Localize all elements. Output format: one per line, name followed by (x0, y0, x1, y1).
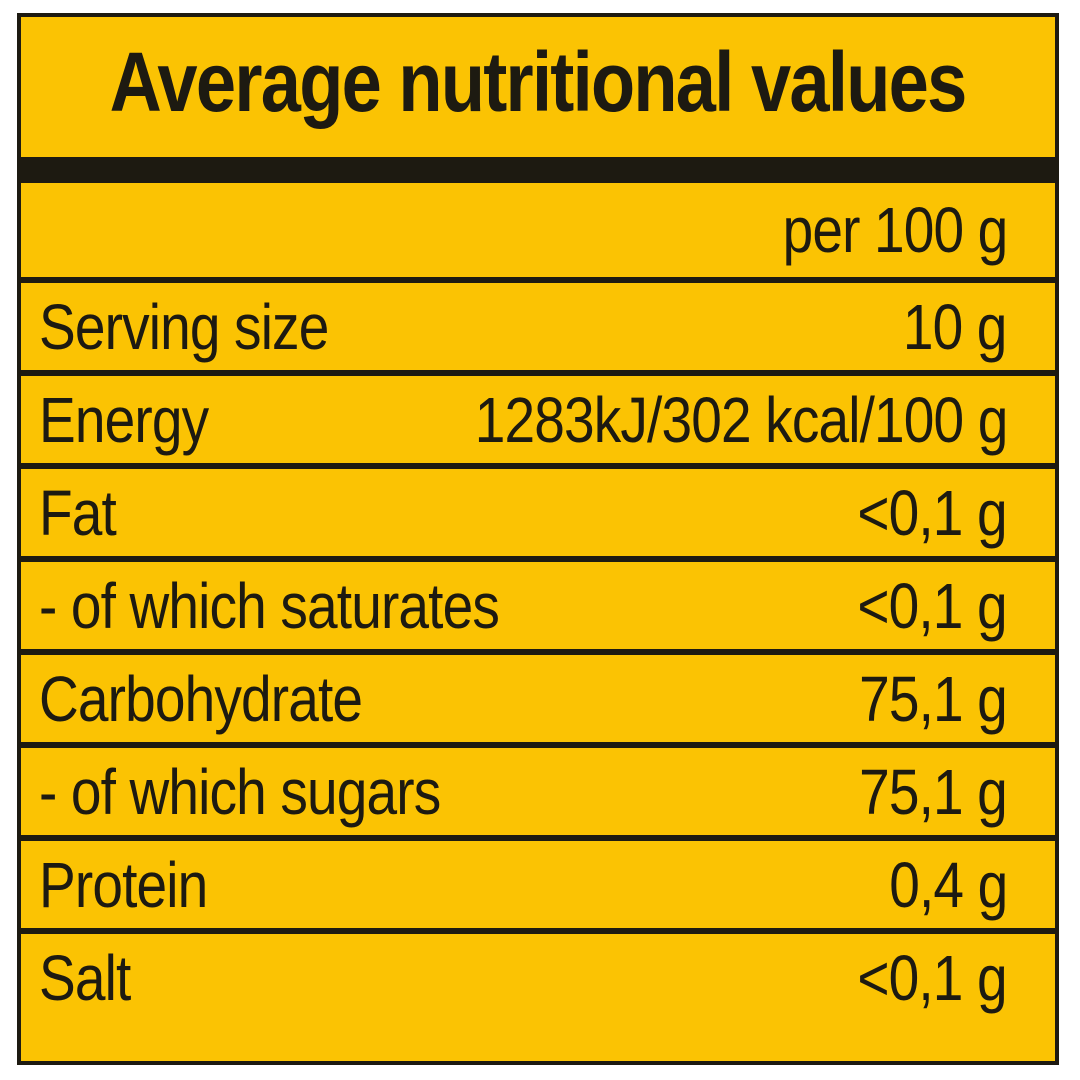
row-label: Salt (39, 941, 131, 1014)
nutrition-title: Average nutritional values (110, 35, 968, 129)
row-value: 10 g (903, 290, 1008, 363)
table-row-salt: Salt <0,1 g (21, 928, 1055, 1021)
per-100g-header: per 100 g (782, 194, 1008, 266)
header-row: per 100 g (21, 183, 1055, 277)
row-value: <0,1 g (857, 941, 1008, 1014)
row-label: Carbohydrate (39, 662, 363, 735)
row-value: 75,1 g (859, 755, 1008, 828)
row-label: - of which sugars (39, 755, 441, 828)
nutrition-rows: per 100 g Serving size 10 g Energy 1283k… (21, 183, 1055, 1021)
nutrition-table: Average nutritional values per 100 g Ser… (17, 13, 1059, 1065)
row-value: <0,1 g (857, 569, 1008, 642)
row-label: Serving size (39, 290, 329, 363)
table-row-saturates: - of which saturates <0,1 g (21, 556, 1055, 649)
table-row-fat: Fat <0,1 g (21, 463, 1055, 556)
row-label: Fat (39, 476, 117, 549)
title-row: Average nutritional values (21, 17, 1055, 157)
row-label: Energy (39, 383, 209, 456)
title-divider (21, 157, 1055, 183)
row-label: - of which saturates (39, 569, 500, 642)
row-value: <0,1 g (857, 476, 1008, 549)
row-value: 75,1 g (859, 662, 1008, 735)
table-row-energy: Energy 1283kJ/302 kcal/100 g (21, 370, 1055, 463)
row-value: 0,4 g (888, 848, 1008, 921)
table-row-serving-size: Serving size 10 g (21, 277, 1055, 370)
table-row-sugars: - of which sugars 75,1 g (21, 742, 1055, 835)
table-row-carbohydrate: Carbohydrate 75,1 g (21, 649, 1055, 742)
table-row-protein: Protein 0,4 g (21, 835, 1055, 928)
row-label: Protein (39, 848, 208, 921)
row-value: 1283kJ/302 kcal/100 g (474, 383, 1008, 456)
